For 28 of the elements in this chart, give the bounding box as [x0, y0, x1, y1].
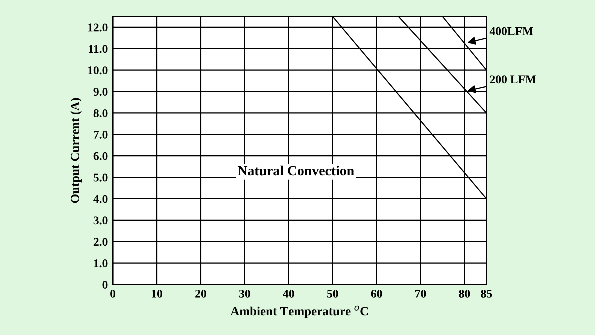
y-tick-label: 5.0: [94, 174, 108, 182]
x-tick-label: 50: [327, 290, 338, 298]
y-tick-label: 8.0: [94, 109, 108, 118]
y-axis-title: Output Current (A): [70, 98, 82, 204]
y-tick-label: 0: [102, 280, 108, 289]
x-tick-label: 10: [152, 290, 162, 298]
annotation: 200 LFM: [490, 76, 536, 84]
y-tick-label: 12.0: [88, 24, 108, 32]
x-tick-label: 0: [110, 290, 116, 298]
y-tick-label: 6.0: [94, 152, 108, 160]
y-tick-label: 1.0: [94, 260, 108, 268]
y-tick-label: 7.0: [94, 130, 108, 139]
x-tick-label: 80: [459, 290, 470, 298]
annotation: Natural Convection: [238, 166, 354, 176]
x-tick-label: 85: [481, 290, 492, 298]
y-tick-label: 4.0: [94, 195, 108, 204]
y-tick-label: 3.0: [94, 216, 108, 225]
annotation: 400LFM: [490, 27, 534, 36]
y-tick-label: 10.0: [88, 66, 108, 75]
x-tick-label: 30: [239, 290, 250, 298]
x-tick-label: 40: [283, 290, 294, 298]
x-tick-label: 70: [416, 290, 426, 298]
y-tick-label: 2.0: [94, 238, 108, 246]
y-tick-label: 9.0: [94, 88, 108, 96]
x-tick-label: 20: [196, 290, 206, 298]
x-axis-title: Ambient Temperature $^{o}$C: [230, 306, 368, 318]
y-tick-label: 11.0: [89, 45, 108, 54]
x-tick-label: 60: [371, 290, 382, 298]
